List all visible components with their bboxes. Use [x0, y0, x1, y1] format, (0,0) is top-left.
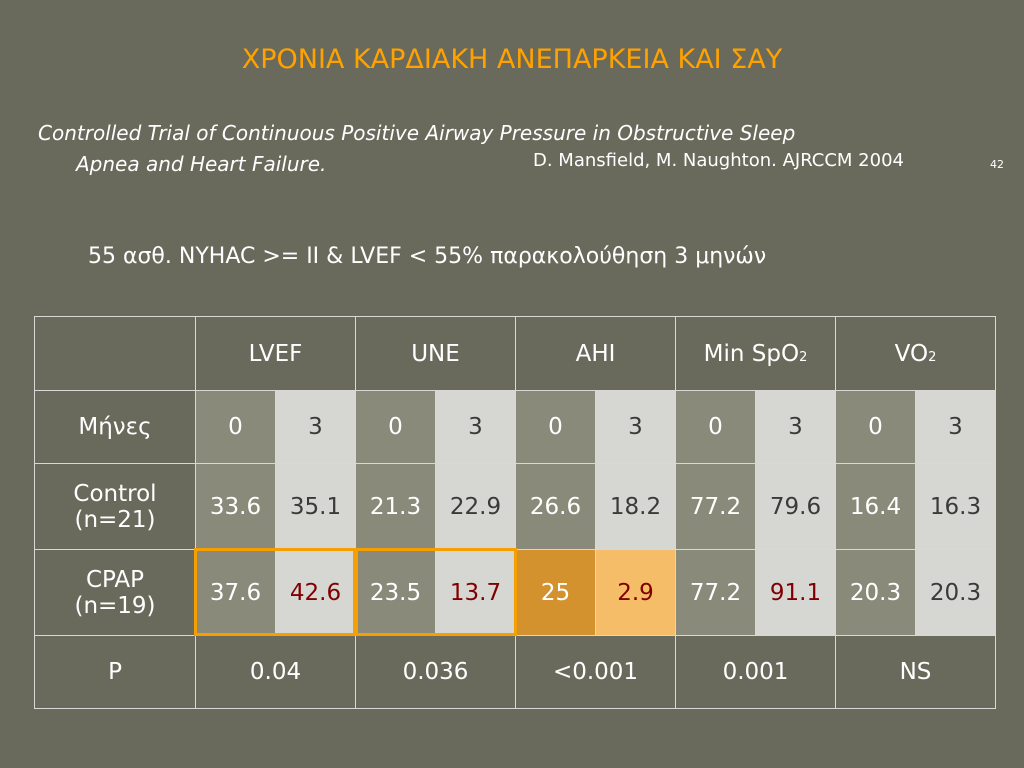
empty-cell	[34, 316, 196, 391]
table-cell: 77.2	[675, 549, 756, 636]
table-cell: 0	[195, 390, 276, 464]
table-cell: 0.04	[195, 635, 356, 709]
row-label: CPAP (n=19)	[34, 549, 196, 636]
header-text: LVEF	[248, 340, 303, 367]
table-cell: 3	[915, 390, 996, 464]
table-cell: 18.2	[595, 463, 676, 550]
table-cell: 91.1	[755, 549, 836, 636]
table-cell: NS	[835, 635, 996, 709]
header-row: LVEF UNE AHI Min SpO2 VO2	[34, 316, 996, 391]
table-cell: 0	[515, 390, 596, 464]
table-cell: 16.4	[835, 463, 916, 550]
header-text: UNE	[411, 340, 460, 367]
citation-line: Controlled Trial of Continuous Positive …	[38, 121, 796, 145]
table-cell: 23.5	[355, 549, 436, 636]
subscript: 2	[928, 349, 937, 365]
data-row: CPAP (n=19) 37.6 42.6 23.5 13.7 25 2.9 77.2 91.1…	[34, 549, 996, 636]
column-header: Min SpO2	[675, 316, 836, 391]
data-row: Control (n=21) 33.6 35.1 21.3 22.9 26.6 18.2 77…	[34, 463, 996, 550]
authors: D. Mansfield, M. Naughton. AJRCCM 2004	[533, 150, 904, 171]
table-cell: 79.6	[755, 463, 836, 550]
table-cell: 0	[835, 390, 916, 464]
header-text: VO	[894, 340, 929, 367]
table-cell: 21.3	[355, 463, 436, 550]
table-cell: 3	[595, 390, 676, 464]
slide-title: ΧΡΟΝΙΑ ΚΑΡΔΙΑΚΗ ΑΝΕΠΑΡΚΕΙΑ ΚΑΙ ΣΑΥ	[241, 44, 783, 75]
row-label: P	[34, 635, 196, 709]
slide-number: 42	[990, 158, 1004, 171]
table-cell: <0.001	[515, 635, 676, 709]
table-cell: 22.9	[435, 463, 516, 550]
label-line: (n=19)	[74, 592, 156, 619]
table-cell: 3	[755, 390, 836, 464]
column-header: AHI	[515, 316, 676, 391]
table-cell: 0.001	[675, 635, 836, 709]
table-cell: 16.3	[915, 463, 996, 550]
citation: Controlled Trial of Continuous Positive …	[38, 118, 795, 180]
table-cell: 26.6	[515, 463, 596, 550]
table-cell: 2.9	[595, 549, 676, 636]
column-header: UNE	[355, 316, 516, 391]
subscript: 2	[799, 349, 808, 365]
table-cell: 0	[675, 390, 756, 464]
column-header: VO2	[835, 316, 996, 391]
label-line: Control	[73, 480, 157, 507]
table-cell: 0	[355, 390, 436, 464]
row-label: Μήνες	[34, 390, 196, 464]
column-header: LVEF	[195, 316, 356, 391]
table-cell: 3	[435, 390, 516, 464]
table-cell: 37.6	[195, 549, 276, 636]
p-row: P 0.04 0.036 <0.001 0.001 NS	[34, 635, 996, 709]
table-cell: 20.3	[835, 549, 916, 636]
citation-line: Apnea and Heart Failure.	[76, 152, 327, 176]
table-cell: 3	[275, 390, 356, 464]
table-cell: 0.036	[355, 635, 516, 709]
table-cell: 25	[515, 549, 596, 636]
label-line: CPAP	[85, 566, 145, 593]
table-cell: 33.6	[195, 463, 276, 550]
table-cell: 35.1	[275, 463, 356, 550]
table-cell: 20.3	[915, 549, 996, 636]
label-line: (n=21)	[74, 506, 156, 533]
header-text: Min SpO	[703, 340, 800, 367]
highlight-box	[194, 548, 356, 636]
table-cell: 77.2	[675, 463, 756, 550]
highlight-box	[355, 548, 517, 636]
subtitle: 55 ασθ. NYHAC >= II & LVEF < 55% παρακολ…	[88, 244, 767, 269]
row-label: Control (n=21)	[34, 463, 196, 550]
header-text: AHI	[575, 340, 616, 367]
